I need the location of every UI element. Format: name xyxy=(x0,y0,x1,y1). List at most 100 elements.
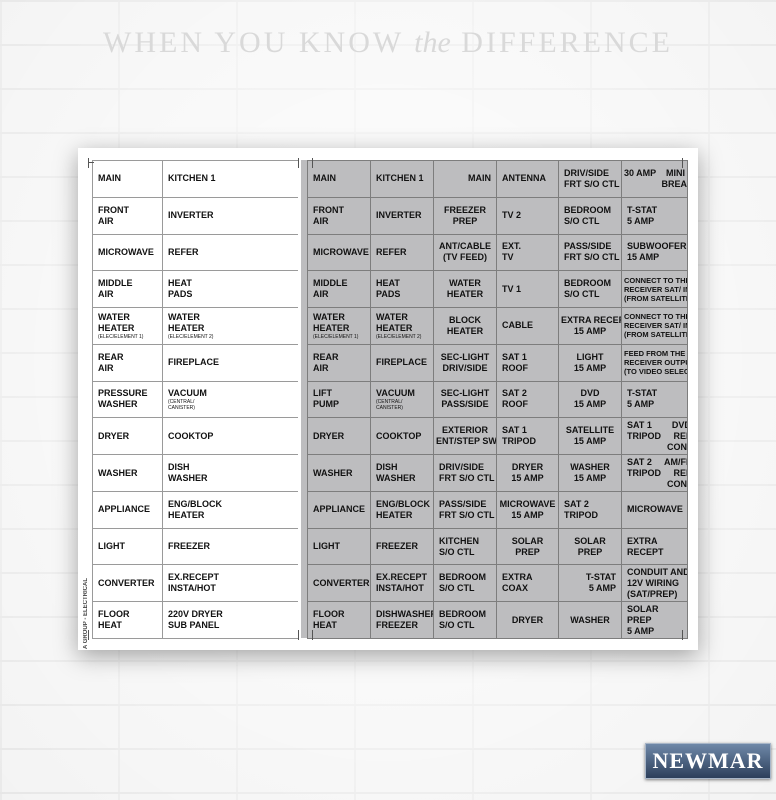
breaker-cell: SUBWOOFER 15 AMP xyxy=(621,233,688,272)
breaker-label-card: MAIN KITCHEN 1 FRONT AIR INVERTER MICROWAVE R… xyxy=(78,148,698,650)
breaker-row: REAR AIR FIREPLACE xyxy=(92,343,299,382)
breaker-sublabel-text: (ELEC/ELEMENT 1) xyxy=(313,333,359,340)
breaker-cell: SATELLITE 15 AMP xyxy=(558,417,622,456)
breaker-label-text: APPLIANCE xyxy=(98,504,151,515)
breaker-cell: MICROWAVE xyxy=(307,233,371,272)
breaker-label-text: REFER xyxy=(376,246,407,257)
breaker-label-text: SOLAR PREP 5 AMP xyxy=(627,603,659,636)
breaker-label-text: KITCHEN S/O CTL xyxy=(439,535,479,557)
breaker-label-text: PASS/SIDE FRT S/O CTL xyxy=(439,498,495,520)
breaker-label-text: APPLIANCE xyxy=(313,504,366,515)
breaker-row: PRESSURE WASHER VACUUM (CENTRAL/ CANISTER) xyxy=(92,380,299,419)
crop-mark xyxy=(88,158,89,168)
breaker-label-text: DRIV/SIDE FRT S/O CTL xyxy=(439,462,495,483)
breaker-label-text: EXT. TV xyxy=(502,241,522,263)
breaker-sublabel-text: (ELEC/ELEMENT 2) xyxy=(168,333,214,340)
crop-mark xyxy=(312,630,313,640)
breaker-label-text: ENG/BLOCK HEATER xyxy=(168,498,222,520)
breaker-cell: FRONT AIR xyxy=(307,196,371,235)
breaker-label-text: REFER xyxy=(168,246,199,257)
breaker-cell: DVD 15 AMP xyxy=(558,380,622,419)
breaker-cell: SAT 2 AM/FM REC. TRIPOD REMOTE CONTROL xyxy=(621,454,688,492)
breaker-label-text: SOLAR PREP xyxy=(574,535,606,557)
crop-mark xyxy=(682,630,683,640)
breaker-cell: VACUUM (CENTRAL/ CANISTER) xyxy=(162,380,299,419)
breaker-cell: CONDUIT AND 12V WIRING 7.5 AMP (SAT/PREP… xyxy=(621,564,688,603)
breaker-label-text: WATER HEATER xyxy=(313,311,350,333)
breaker-label-text: INVERTER xyxy=(168,210,214,221)
breaker-label-text: WATER HEATER xyxy=(446,278,484,300)
breaker-label-text: DRYER xyxy=(98,430,130,441)
breaker-label-text: INVERTER xyxy=(376,210,422,221)
breaker-cell: SOLAR PREP 5 AMP xyxy=(621,601,688,639)
newmar-logo: NEWMAR xyxy=(645,743,771,779)
breaker-cell: TV 1 xyxy=(496,270,559,309)
breaker-row: WATER HEATER (ELEC/ELEMENT 1) WATER HEATER… xyxy=(92,307,299,345)
breaker-label-text: WASHER xyxy=(570,614,610,625)
breaker-label-text: 30 AMP MINI BREAKER xyxy=(624,167,688,189)
breaker-label-text: WATER HEATER xyxy=(376,311,413,333)
breaker-label-text: CONDUIT AND 12V WIRING 7.5 AMP (SAT/PREP… xyxy=(627,566,687,599)
breaker-label-text: BLOCK HEATER xyxy=(446,314,484,336)
breaker-label-text: FEED FROM THE SATELLITE RECEIVER OUTPUT … xyxy=(624,349,687,377)
breaker-label-text: FIREPLACE xyxy=(376,357,428,368)
breaker-cell: MAIN xyxy=(307,160,371,198)
breaker-row: FRONT AIR INVERTER xyxy=(92,196,299,235)
breaker-label-text: VACUUM xyxy=(376,387,415,398)
breaker-cell: MAIN xyxy=(92,160,163,198)
breaker-cell: KITCHEN 1 xyxy=(162,160,299,198)
breaker-row: REAR AIR FIREPLACE SEC-LIGHT DRIV/SIDE SAT … xyxy=(307,343,688,382)
breaker-cell: WASHER 15 AMP xyxy=(558,454,622,492)
breaker-cell: FIREPLACE xyxy=(370,343,434,382)
breaker-cell: WATER HEATER (ELEC/ELEMENT 2) xyxy=(370,307,434,345)
breaker-label-text: EXTRA RECEPT 15 AMP xyxy=(561,314,621,336)
crop-mark xyxy=(682,158,683,168)
breaker-label-text: FREEZER xyxy=(376,541,419,552)
breaker-cell: DRIV/SIDE FRT S/O CTL xyxy=(433,454,497,492)
breaker-label-text: MICROWAVE 15 AMP xyxy=(499,498,556,520)
breaker-label-text: FREEZER xyxy=(168,541,211,552)
breaker-label-text: FIREPLACE xyxy=(168,357,220,368)
breaker-cell: BEDROOM S/O CTL xyxy=(433,564,497,603)
breaker-cell: WASHER xyxy=(558,601,622,639)
breaker-cell: INVERTER xyxy=(370,196,434,235)
breaker-cell: MAIN xyxy=(433,160,497,198)
breaker-cell: FIREPLACE xyxy=(162,343,299,382)
breaker-cell: BEDROOM S/O CTL xyxy=(558,196,622,235)
breaker-label-text: DISH WASHER xyxy=(168,462,208,483)
breaker-cell: BLOCK HEATER xyxy=(433,307,497,345)
breaker-label-text: WATER HEATER xyxy=(98,311,135,333)
breaker-cell: TV 2 xyxy=(496,196,559,235)
breaker-label-text: REAR AIR xyxy=(313,351,339,373)
breaker-label-text: HEAT PADS xyxy=(376,278,401,300)
breaker-label-text: BEDROOM S/O CTL xyxy=(564,278,611,300)
breaker-cell: DRYER xyxy=(307,417,371,456)
breaker-cell: T-STAT 5 AMP xyxy=(621,380,688,419)
breaker-row: WASHER DISH WASHER xyxy=(92,454,299,492)
breaker-label-text: FRONT AIR xyxy=(98,204,129,226)
breaker-row: LIFT PUMP VACUUM (CENTRAL/ CANISTER) SEC-LI… xyxy=(307,380,688,419)
breaker-label-text: MIDDLE AIR xyxy=(98,278,133,300)
breaker-row: CONVERTER EX.RECEPT INSTA/HOT BEDROOM S/O … xyxy=(307,564,688,603)
right-breaker-table: MAIN KITCHEN 1 MAIN ANTENNA DRIV/SIDE FRT S/… xyxy=(307,160,688,639)
breaker-cell: EXTRA RECEPT 15 AMP xyxy=(558,307,622,345)
breaker-cell: FRONT AIR xyxy=(92,196,163,235)
breaker-label-text: CONVERTER xyxy=(313,577,370,588)
breaker-cell: KITCHEN S/O CTL xyxy=(433,527,497,566)
breaker-cell: WATER HEATER (ELEC/ELEMENT 1) xyxy=(92,307,163,345)
breaker-label-text: CABLE xyxy=(502,320,533,331)
breaker-label-text: MAIN xyxy=(468,173,491,184)
breaker-cell: EX.RECEPT INSTA/HOT xyxy=(162,564,299,603)
breaker-cell: PRESSURE WASHER xyxy=(92,380,163,419)
crop-mark xyxy=(298,158,299,168)
breaker-cell: WASHER xyxy=(307,454,371,492)
breaker-row: MIDDLE AIR HEAT PADS WATER HEATER TV 1 BEDRO… xyxy=(307,270,688,309)
breaker-row: WATER HEATER (ELEC/ELEMENT 1) WATER HEATER… xyxy=(307,307,688,345)
breaker-label-text: LIGHT xyxy=(313,541,340,552)
breaker-cell: WATER HEATER (ELEC/ELEMENT 1) xyxy=(307,307,371,345)
breaker-cell: CONVERTER xyxy=(92,564,163,603)
breaker-row: MIDDLE AIR HEAT PADS xyxy=(92,270,299,309)
breaker-cell: ENG/BLOCK HEATER xyxy=(370,490,434,529)
breaker-row: WASHER DISH WASHER DRIV/SIDE FRT S/O CTL DR… xyxy=(307,454,688,492)
breaker-label-text: TV 2 xyxy=(502,210,522,221)
